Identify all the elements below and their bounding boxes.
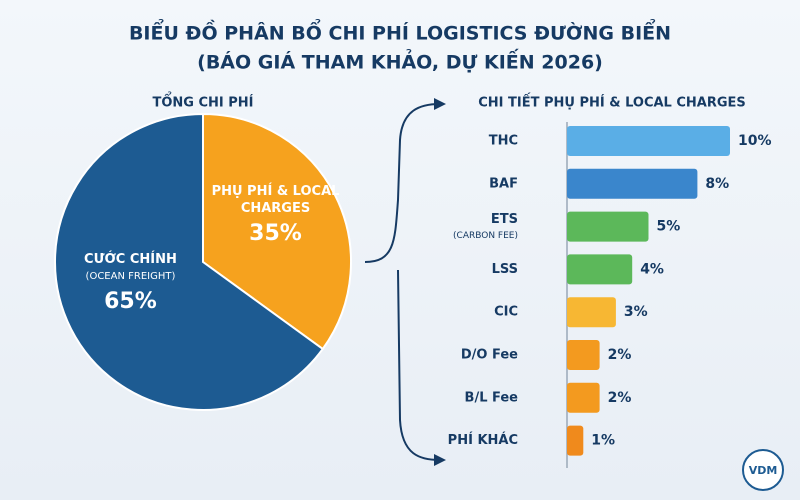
bar — [567, 254, 633, 285]
title: BIỂU ĐỒ PHÂN BỔ CHI PHÍ LOGISTICS ĐƯỜNG … — [129, 18, 671, 45]
bar-label: PHÍ KHÁC — [448, 432, 518, 448]
bar — [567, 126, 730, 156]
value-label: 1% — [591, 433, 615, 449]
bar-title: CHI TIẾT PHỤ PHÍ & LOCAL CHARGES — [478, 94, 746, 111]
connector — [397, 269, 441, 461]
bar — [567, 211, 649, 242]
bar-sublabel: (CARBON FEE) — [453, 231, 518, 241]
pie-value-label: 65% — [104, 288, 157, 314]
pie-label-group: CƯỚC CHÍNH (OCEAN FREIGHT) 65% — [60, 251, 200, 314]
bar-label: BAF — [489, 176, 518, 191]
bar — [567, 382, 600, 413]
title: (BÁO GIÁ THAM KHẢO, DỰ KIẾN 2026) — [197, 48, 603, 74]
value-label: 5% — [657, 219, 681, 235]
bar — [567, 168, 698, 199]
pie-label: PHỤ PHÍ & LOCAL CHARGES — [211, 184, 340, 217]
bar-label: B/L Fee — [465, 390, 519, 405]
pie-slice — [54, 112, 325, 411]
value-label: 2% — [608, 347, 632, 363]
value-label: 4% — [640, 261, 664, 277]
bar-label: THC — [489, 134, 518, 149]
bar-label: ETS — [491, 212, 518, 227]
value-label: 8% — [705, 176, 729, 192]
value-label: 10% — [738, 133, 772, 149]
pie-label-group: PHỤ PHÍ & LOCAL CHARGES 35% — [206, 183, 346, 247]
value-label: 3% — [624, 304, 648, 320]
pie-value-label: 35% — [249, 221, 302, 247]
pie-label: CƯỚC CHÍNH — [84, 251, 177, 267]
bar — [567, 340, 600, 370]
logo — [742, 449, 784, 491]
bar-label: D/O Fee — [461, 348, 518, 363]
bar-label: LSS — [492, 262, 518, 277]
logo-text: VDM — [749, 464, 778, 477]
arrow-head — [434, 98, 446, 466]
bar — [567, 297, 616, 328]
bar — [567, 425, 584, 456]
connector — [364, 103, 441, 263]
value-label: 2% — [608, 390, 632, 406]
pie-title: TỔNG CHI PHÍ — [152, 93, 253, 111]
bar-label: CIC — [494, 305, 518, 320]
pie-sublabel: (OCEAN FREIGHT) — [85, 270, 176, 282]
pie-slice — [202, 112, 352, 351]
